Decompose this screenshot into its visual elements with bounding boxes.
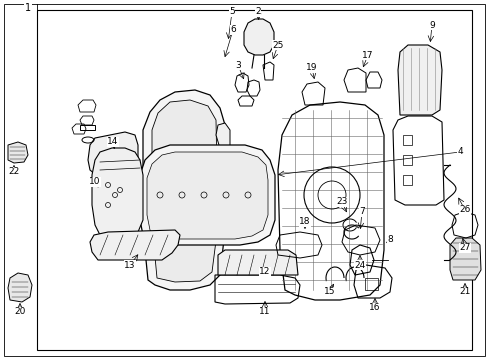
Text: 12: 12 xyxy=(259,267,270,276)
Text: 3: 3 xyxy=(235,60,241,69)
Polygon shape xyxy=(8,142,28,163)
Polygon shape xyxy=(90,230,180,260)
Polygon shape xyxy=(244,19,273,55)
Text: 13: 13 xyxy=(124,261,136,270)
Polygon shape xyxy=(218,250,297,275)
Text: 18: 18 xyxy=(299,217,310,226)
Text: 19: 19 xyxy=(305,63,317,72)
Polygon shape xyxy=(88,132,138,175)
Text: 23: 23 xyxy=(336,198,347,207)
Text: 1: 1 xyxy=(25,3,31,13)
Text: 9: 9 xyxy=(428,21,434,30)
Text: 17: 17 xyxy=(362,50,373,59)
Text: 14: 14 xyxy=(107,138,119,147)
Polygon shape xyxy=(142,90,224,290)
Text: 4: 4 xyxy=(456,148,462,157)
Text: 11: 11 xyxy=(259,307,270,316)
Text: 10: 10 xyxy=(89,177,101,186)
Text: 6: 6 xyxy=(230,26,235,35)
Text: 27: 27 xyxy=(458,243,470,252)
Polygon shape xyxy=(215,123,229,205)
Text: 16: 16 xyxy=(368,303,380,312)
Polygon shape xyxy=(152,100,218,282)
Text: 25: 25 xyxy=(272,40,283,49)
Polygon shape xyxy=(92,148,142,240)
Text: 8: 8 xyxy=(386,235,392,244)
Text: 21: 21 xyxy=(458,288,470,297)
Circle shape xyxy=(98,156,106,164)
Text: 1: 1 xyxy=(25,3,31,13)
Text: 22: 22 xyxy=(8,167,20,176)
Text: 24: 24 xyxy=(354,261,365,270)
Polygon shape xyxy=(147,152,267,239)
Polygon shape xyxy=(8,273,32,302)
Text: 15: 15 xyxy=(324,288,335,297)
Text: 7: 7 xyxy=(358,207,364,216)
Polygon shape xyxy=(140,145,274,245)
Circle shape xyxy=(119,149,125,155)
Circle shape xyxy=(109,152,115,158)
Polygon shape xyxy=(397,45,441,115)
Text: 26: 26 xyxy=(458,206,470,215)
Text: 2: 2 xyxy=(255,8,260,17)
Text: 20: 20 xyxy=(14,307,26,316)
Text: 5: 5 xyxy=(229,8,234,17)
Polygon shape xyxy=(449,238,480,280)
Bar xyxy=(37,10,471,350)
